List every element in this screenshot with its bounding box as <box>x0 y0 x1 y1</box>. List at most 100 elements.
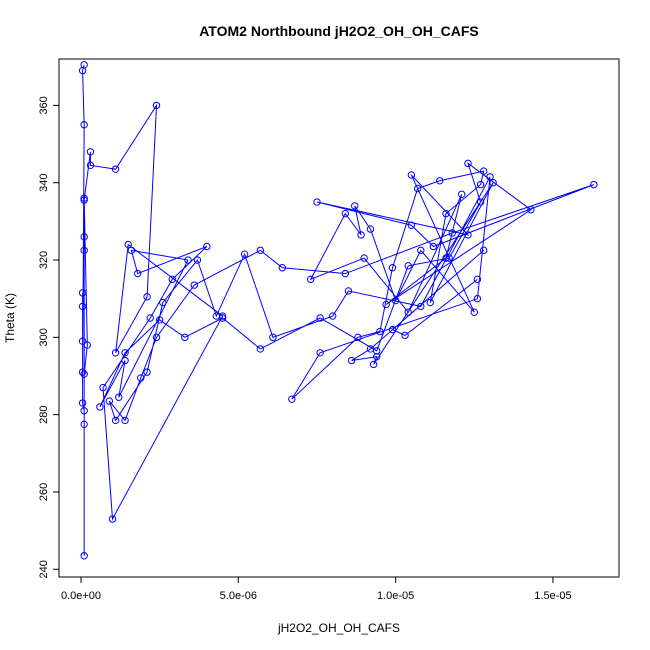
data-point <box>121 416 129 425</box>
data-point <box>464 159 472 168</box>
y-tick-label: 360 <box>38 96 50 114</box>
data-point <box>240 250 249 258</box>
data-point <box>288 395 296 403</box>
series-layer <box>78 61 598 560</box>
data-point <box>78 368 87 376</box>
data-point <box>78 289 87 297</box>
data-point <box>357 231 365 239</box>
data-point <box>80 233 88 241</box>
data-point <box>146 314 154 322</box>
data-point <box>278 264 287 272</box>
series-line <box>82 64 595 556</box>
data-point <box>143 293 151 301</box>
data-point <box>401 331 409 340</box>
data-point <box>203 242 211 251</box>
data-point <box>388 325 397 334</box>
data-point <box>256 246 265 255</box>
y-tick-label: 320 <box>38 251 50 269</box>
y-tick-label: 280 <box>38 405 50 423</box>
data-point <box>108 515 117 523</box>
data-point <box>376 327 384 336</box>
data-point <box>80 420 88 429</box>
data-point <box>80 552 88 560</box>
data-point <box>407 221 416 229</box>
data-point <box>86 148 95 156</box>
data-point <box>442 254 450 262</box>
data-point <box>111 165 120 173</box>
data-point <box>464 231 472 239</box>
data-point <box>448 229 456 237</box>
data-point <box>480 167 488 175</box>
data-point <box>486 173 494 181</box>
data-point <box>382 300 390 309</box>
data-point <box>99 383 107 392</box>
data-point <box>127 246 136 255</box>
data-point <box>435 177 444 185</box>
data-point <box>80 121 88 129</box>
data-point <box>78 337 87 345</box>
data-point <box>442 209 450 218</box>
data-point <box>80 196 88 204</box>
y-tick-label: 260 <box>38 483 50 501</box>
data-point <box>470 308 478 316</box>
data-point <box>417 302 425 311</box>
x-tick-label: 1.0e-05 <box>377 590 414 602</box>
data-point <box>316 314 324 322</box>
data-point <box>388 264 397 272</box>
data-point <box>105 397 114 405</box>
data-point <box>212 312 221 320</box>
data-point <box>190 281 198 289</box>
data-point <box>181 333 189 342</box>
y-tick-label: 240 <box>38 560 50 578</box>
data-point <box>527 206 535 214</box>
data-point <box>133 269 142 278</box>
data-point <box>445 254 453 262</box>
chart-title: ATOM2 Northbound jH2O2_OH_OH_CAFS <box>199 23 479 39</box>
data-point <box>124 240 132 249</box>
data-point <box>329 312 337 320</box>
data-point <box>476 180 485 189</box>
data-point <box>313 198 321 206</box>
data-point <box>429 242 438 251</box>
data-point <box>369 360 378 369</box>
data-point <box>473 294 482 303</box>
data-point <box>80 370 88 378</box>
data-point <box>373 352 381 361</box>
data-point <box>80 246 88 255</box>
data-point <box>351 202 359 210</box>
data-point <box>155 316 164 324</box>
data-point <box>480 246 488 255</box>
data-point <box>78 66 87 75</box>
data-point <box>111 349 120 357</box>
data-point <box>115 393 123 401</box>
x-axis: 0.0e+00 5.0e-06 1.0e-05 1.5e-05 <box>61 576 572 602</box>
data-point <box>366 345 375 353</box>
data-point <box>354 333 362 342</box>
data-point <box>417 246 425 255</box>
data-point <box>137 374 145 382</box>
data-point <box>404 308 412 316</box>
data-point <box>78 302 87 311</box>
data-point <box>360 254 368 262</box>
data-point <box>86 161 95 170</box>
data-point <box>341 269 349 278</box>
data-point <box>269 333 277 342</box>
data-point <box>193 256 202 264</box>
data-point <box>316 349 324 357</box>
data-point <box>83 341 92 349</box>
data-point <box>457 190 466 198</box>
data-point <box>80 194 88 202</box>
data-point <box>426 298 434 307</box>
data-point <box>476 198 485 206</box>
data-point <box>78 399 87 407</box>
data-point <box>366 225 375 233</box>
x-axis-label: jH2O2_OH_OH_CAFS <box>277 621 400 635</box>
data-point <box>407 171 416 179</box>
y-axis: 240 260 280 300 320 340 360 <box>38 96 60 578</box>
data-point <box>256 345 265 353</box>
data-point <box>143 368 151 376</box>
x-tick-label: 1.5e-05 <box>534 590 571 602</box>
data-point <box>391 296 400 305</box>
